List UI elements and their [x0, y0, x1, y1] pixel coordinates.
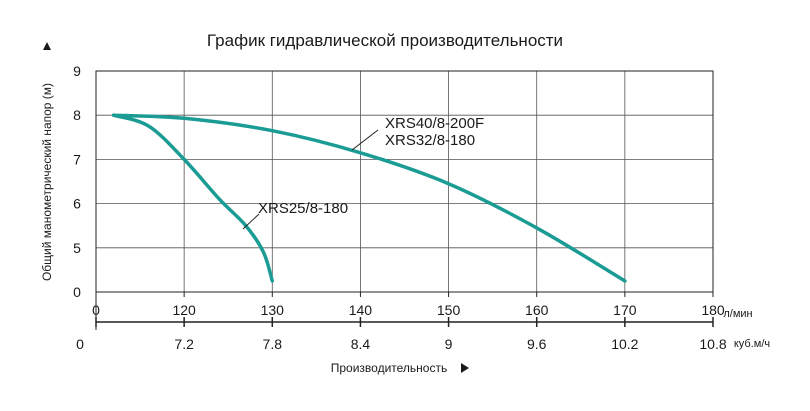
x-tick-label-primary: 120 — [172, 302, 196, 318]
x-tick-label-secondary: 9.6 — [527, 336, 547, 352]
x-tick-label-secondary: 7.8 — [263, 336, 283, 352]
x-axis-label: Производительность — [331, 361, 447, 375]
series — [111, 113, 627, 283]
y-tick-label: 9 — [73, 63, 81, 79]
axes — [95, 70, 714, 330]
series-label-leader — [351, 129, 379, 151]
series-label: XRS25/8-180 — [258, 200, 348, 217]
x-tick-label-secondary: 8.4 — [351, 336, 371, 352]
y-tick-label: 5 — [73, 240, 81, 256]
y-tick-label: 0 — [73, 284, 81, 300]
y-tick-label: 6 — [73, 196, 81, 212]
x-tick-labels-secondary: 0 7.2 7.8 8.4 9 9.6 10.2 10.8 — [76, 336, 727, 352]
x-tick-label-primary: 150 — [437, 302, 461, 318]
series-label: XRS32/8-180 — [385, 132, 475, 149]
x-tick-label-secondary: 7.2 — [174, 336, 194, 352]
series-label: XRS40/8-200F — [385, 115, 484, 132]
y-tick-label: 8 — [73, 107, 81, 123]
x-tick-label-primary: 160 — [525, 302, 549, 318]
x-tick-label-secondary: 10.2 — [611, 336, 638, 352]
x-tick-labels-primary: 0 120 130 140 150 160 170 180 — [92, 302, 725, 318]
x-tick-label-secondary: 0 — [76, 336, 84, 352]
x-tick-label-primary: 180 — [701, 302, 725, 318]
series-line-xrs40-xrs32 — [111, 113, 627, 283]
x-unit-secondary: куб.м/ч — [734, 338, 770, 350]
grid — [96, 71, 713, 292]
x-unit-primary: л/мин — [723, 308, 752, 320]
series-label-leader — [242, 213, 260, 230]
x-tick-label-primary: 130 — [261, 302, 285, 318]
y-axis-label: Общий манометрический напор (м) — [40, 83, 54, 281]
x-tick-label-primary: 0 — [92, 302, 100, 318]
series-line-xrs25 — [111, 113, 275, 283]
x-tick-label-primary: 170 — [613, 302, 637, 318]
x-axis-arrow-icon — [461, 363, 469, 373]
x-tick-label-secondary: 9 — [445, 336, 453, 352]
y-tick-labels: 0 5 6 7 8 9 — [73, 63, 81, 300]
y-tick-label: 7 — [73, 151, 81, 167]
x-tick-label-secondary: 10.8 — [699, 336, 726, 352]
y-axis-arrow-icon — [43, 42, 51, 50]
x-tick-label-primary: 140 — [349, 302, 373, 318]
plot-frame — [95, 70, 714, 293]
chart-title: График гидравлической производительности — [207, 31, 563, 50]
